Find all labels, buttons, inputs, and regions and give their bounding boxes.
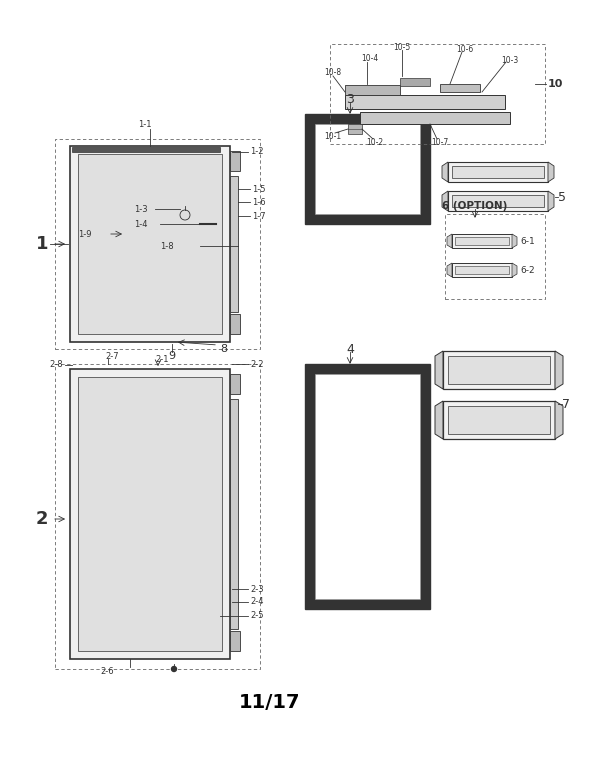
Text: 2: 2 [36, 510, 48, 528]
Polygon shape [452, 263, 512, 277]
Text: 2-7: 2-7 [105, 351, 119, 361]
Text: 4: 4 [346, 342, 354, 355]
Text: 10: 10 [548, 79, 563, 89]
Polygon shape [72, 147, 220, 152]
Polygon shape [442, 191, 448, 211]
Polygon shape [230, 631, 240, 651]
Polygon shape [400, 78, 430, 86]
Text: 1-1: 1-1 [138, 119, 152, 128]
Polygon shape [315, 124, 420, 214]
Polygon shape [455, 237, 509, 245]
Polygon shape [448, 191, 548, 211]
Text: 10-4: 10-4 [361, 53, 379, 63]
Polygon shape [315, 374, 420, 599]
Polygon shape [345, 85, 400, 95]
Polygon shape [452, 166, 544, 178]
Polygon shape [78, 154, 222, 334]
Polygon shape [435, 351, 443, 389]
Text: 6-2: 6-2 [520, 266, 535, 274]
Text: 10-2: 10-2 [366, 138, 384, 147]
Polygon shape [555, 351, 563, 389]
Text: 6 (OPTION): 6 (OPTION) [442, 201, 507, 211]
Text: 5: 5 [558, 190, 566, 203]
Text: 2-8: 2-8 [50, 360, 63, 368]
Polygon shape [512, 263, 517, 277]
Polygon shape [230, 176, 238, 312]
Text: 2-3: 2-3 [250, 584, 264, 594]
Polygon shape [448, 162, 548, 182]
Polygon shape [78, 377, 222, 651]
Text: 1-8: 1-8 [160, 241, 173, 251]
Polygon shape [440, 84, 480, 92]
Text: 2-6: 2-6 [100, 668, 114, 676]
Polygon shape [442, 162, 448, 182]
Text: 2-4: 2-4 [250, 597, 264, 607]
Polygon shape [455, 266, 509, 274]
Polygon shape [230, 399, 238, 629]
Text: 10-6: 10-6 [457, 44, 474, 53]
Text: 6-1: 6-1 [520, 237, 535, 245]
Polygon shape [452, 195, 544, 207]
Polygon shape [345, 95, 505, 109]
Polygon shape [230, 151, 240, 171]
Text: 3: 3 [346, 92, 354, 105]
Text: 2-1: 2-1 [155, 354, 169, 364]
Polygon shape [447, 263, 452, 277]
Text: 1: 1 [36, 235, 48, 253]
Polygon shape [447, 234, 452, 248]
Text: 7: 7 [562, 397, 570, 410]
Polygon shape [305, 114, 430, 224]
Polygon shape [348, 124, 362, 134]
Text: 2-5: 2-5 [250, 611, 264, 620]
Text: 8: 8 [220, 344, 227, 354]
Polygon shape [448, 406, 550, 434]
Text: 10-7: 10-7 [431, 138, 448, 147]
Text: 2-2: 2-2 [250, 360, 264, 368]
Polygon shape [448, 356, 550, 384]
Text: 1-3: 1-3 [135, 205, 148, 213]
Text: 1-6: 1-6 [252, 198, 266, 206]
Polygon shape [555, 401, 563, 439]
Text: 1-7: 1-7 [252, 212, 266, 221]
Polygon shape [512, 234, 517, 248]
Text: 10-8: 10-8 [324, 67, 342, 76]
Polygon shape [70, 146, 230, 342]
Text: 1-2: 1-2 [250, 147, 264, 156]
Text: 10-1: 10-1 [324, 131, 342, 141]
Polygon shape [548, 162, 554, 182]
Text: 10-3: 10-3 [502, 56, 519, 64]
Circle shape [172, 666, 176, 672]
Polygon shape [305, 364, 430, 609]
Text: 1-4: 1-4 [135, 219, 148, 228]
Text: 1-9: 1-9 [78, 229, 91, 238]
Polygon shape [230, 374, 240, 394]
Polygon shape [230, 314, 240, 334]
Text: 1-5: 1-5 [252, 184, 266, 193]
Polygon shape [360, 112, 510, 124]
Polygon shape [70, 369, 230, 659]
Text: 9: 9 [168, 351, 176, 361]
Polygon shape [452, 234, 512, 248]
Polygon shape [435, 401, 443, 439]
Polygon shape [443, 401, 555, 439]
Text: 11/17: 11/17 [240, 692, 301, 711]
Polygon shape [548, 191, 554, 211]
Polygon shape [443, 351, 555, 389]
Text: 10-5: 10-5 [394, 43, 411, 51]
